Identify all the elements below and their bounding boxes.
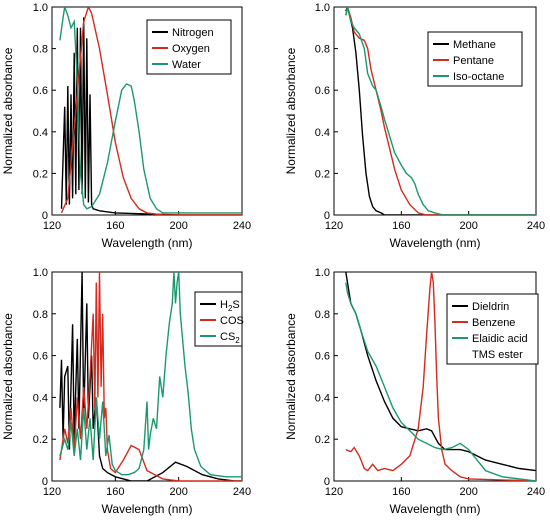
series-line-elaidic-acid-tms-ester — [345, 282, 536, 481]
legend: Methane Pentane Iso-octane — [427, 31, 523, 87]
y-tick-label: 0.4 — [33, 392, 48, 404]
x-tick-label: 120 — [325, 486, 343, 498]
x-tick-label: 240 — [527, 486, 545, 498]
y-tick-label: 0 — [42, 210, 48, 222]
legend-label: Dieldrin — [472, 301, 509, 313]
y-tick-label: 0.8 — [315, 309, 330, 321]
plot-frame — [333, 271, 537, 482]
x-tick-label: 200 — [459, 220, 477, 232]
x-tick-label: 240 — [233, 220, 251, 232]
series-line-benzene — [345, 272, 536, 481]
y-tick-label: 1.0 — [33, 2, 48, 14]
y-tick-label: 0 — [42, 476, 48, 488]
series-line-water — [59, 7, 242, 214]
y-tick-label: 0.2 — [33, 168, 48, 180]
y-tick-label: 0 — [324, 476, 330, 488]
y-tick-label: 0.2 — [315, 434, 330, 446]
x-axis-label: Wavelength (nm) — [102, 236, 193, 250]
plot-frame — [51, 6, 243, 216]
y-tick-label: 1.0 — [33, 267, 48, 279]
x-axis-label: Wavelength (nm) — [390, 236, 481, 250]
y-axis-label: Normalized absorbance — [1, 313, 15, 440]
x-axis-label: Wavelength (nm) — [390, 502, 481, 516]
series-line-iso-octane — [345, 7, 536, 215]
legend-label: Benzene — [472, 317, 515, 329]
x-tick-label: 120 — [325, 220, 343, 232]
x-tick-label: 160 — [392, 486, 410, 498]
chart-panel-bottom-right: 0 0.2 0.4 0.6 0.8 1.0 120 160 200 240 Wavelength (… — [284, 267, 545, 516]
legend: Nitrogen Oxygen Water — [146, 19, 232, 75]
legend: H2S COS CS2 — [194, 291, 244, 347]
y-tick-label: 0.4 — [315, 127, 330, 139]
y-tick-label: 0.4 — [33, 127, 48, 139]
y-tick-label: 1.0 — [315, 2, 330, 14]
chart-panel-top-left: 0 0.2 0.4 0.6 0.8 1.0 120 160 200 240 Wavelength (… — [1, 2, 251, 250]
legend-label: COS — [220, 315, 244, 327]
y-tick-label: 0.6 — [315, 351, 330, 363]
series-line-cs2 — [59, 272, 242, 478]
legend-label: Pentane — [453, 55, 494, 67]
y-tick-label: 0.6 — [315, 85, 330, 97]
chart-panel-bottom-left: 0 0.2 0.4 0.6 0.8 1.0 120 160 200 240 Wavelength (… — [1, 267, 251, 516]
y-axis-label: Normalized absorbance — [1, 47, 15, 174]
x-tick-label: 160 — [392, 220, 410, 232]
legend-label: TMS ester — [472, 349, 523, 361]
y-axis-label: Normalized absorbance — [284, 47, 298, 174]
chart-panel-top-right: 0 0.2 0.4 0.6 0.8 1.0 120 160 200 240 Wavelength (… — [284, 2, 545, 250]
y-tick-label: 0.2 — [315, 168, 330, 180]
x-axis-label: Wavelength (nm) — [102, 502, 193, 516]
x-tick-label: 240 — [527, 220, 545, 232]
series-line-oxygen — [60, 7, 242, 215]
x-tick-label: 200 — [169, 486, 187, 498]
legend-label: H2S — [220, 299, 240, 313]
x-tick-label: 200 — [459, 486, 477, 498]
y-tick-label: 0.4 — [315, 392, 330, 404]
legend-label: Elaidic acid — [472, 333, 528, 345]
legend-label: Iso-octane — [453, 71, 504, 83]
y-axis-label: Normalized absorbance — [284, 313, 298, 440]
x-tick-label: 120 — [43, 486, 61, 498]
legend-label: Nitrogen — [172, 27, 214, 39]
legend-label: CS2 — [220, 331, 240, 345]
y-tick-label: 0 — [324, 210, 330, 222]
y-tick-label: 0.8 — [33, 44, 48, 56]
legend: Dieldrin Benzene Elaidic acid TMS ester — [446, 293, 539, 365]
x-tick-label: 200 — [169, 220, 187, 232]
legend-label: Methane — [453, 39, 496, 51]
y-tick-label: 0.8 — [315, 44, 330, 56]
y-tick-label: 0.6 — [33, 351, 48, 363]
x-tick-label: 160 — [106, 486, 124, 498]
y-tick-label: 0.8 — [33, 309, 48, 321]
legend-label: Water — [172, 59, 201, 71]
legend-label: Oxygen — [172, 43, 210, 55]
y-tick-label: 0.2 — [33, 434, 48, 446]
y-tick-label: 0.6 — [33, 85, 48, 97]
y-tick-label: 1.0 — [315, 267, 330, 279]
x-tick-label: 160 — [106, 220, 124, 232]
x-tick-label: 120 — [43, 220, 61, 232]
series-line-cos — [59, 272, 242, 481]
x-tick-label: 240 — [233, 486, 251, 498]
